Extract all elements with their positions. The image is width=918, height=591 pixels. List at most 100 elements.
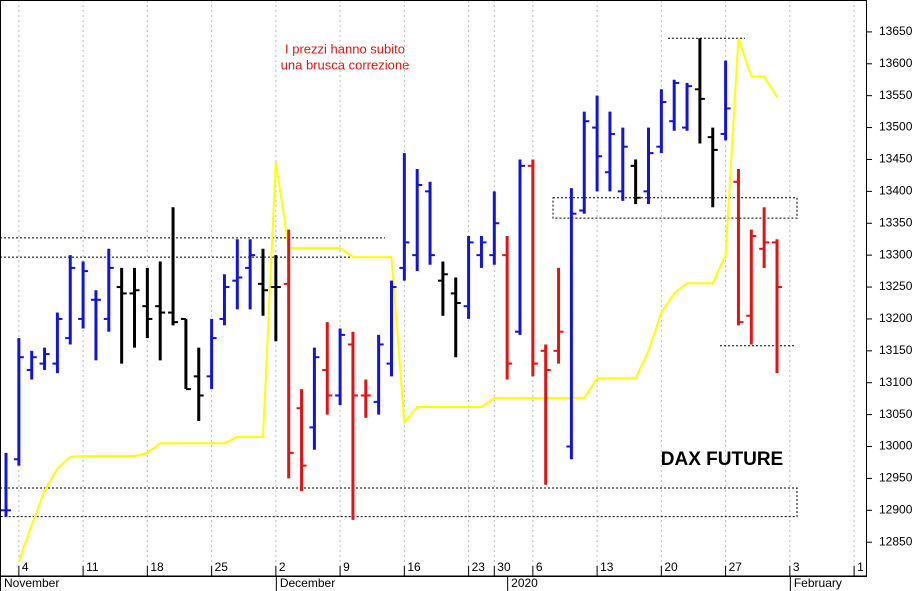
ohlc-bar — [476, 236, 487, 268]
x-tick-label: 23 — [472, 560, 486, 574]
x-tick-label: 18 — [150, 560, 164, 574]
y-tick-label: 12950 — [879, 471, 913, 485]
ohlc-bar — [669, 79, 680, 131]
x-tick-label: 20 — [664, 560, 678, 574]
y-tick-label: 13400 — [879, 184, 913, 198]
chart-label: DAX FUTURE — [661, 449, 783, 470]
ohlc-bar — [26, 350, 37, 380]
ohlc-bar — [425, 181, 436, 265]
ohlc-bar — [566, 188, 577, 460]
x-tick-label: 27 — [729, 560, 743, 574]
ohlc-bar — [617, 127, 628, 201]
ohlc-bar — [412, 169, 423, 272]
ohlc-bar — [335, 328, 346, 406]
y-tick-label: 13000 — [879, 439, 913, 453]
ohlc-bar — [707, 127, 718, 208]
ohlc-bar — [720, 60, 731, 141]
x-tick-label: 3 — [793, 560, 800, 574]
ohlc-bar — [527, 159, 538, 377]
ohlc-bar — [232, 239, 243, 310]
ohlc-bar — [65, 255, 76, 345]
ohlc-bar — [39, 347, 50, 370]
ohlc-bar — [656, 89, 667, 154]
indicator-line — [17, 37, 778, 562]
y-tick-label: 13300 — [879, 247, 913, 261]
y-tick-label: 13100 — [879, 375, 913, 389]
ohlc-bar — [206, 318, 217, 390]
ohlc-bar — [540, 344, 551, 485]
ohlc-bar — [643, 127, 654, 205]
ohlc-bar — [129, 267, 140, 348]
month-label: February — [794, 576, 842, 590]
annotation: I prezzi hanno subito — [285, 41, 405, 56]
x-tick-label: 30 — [497, 560, 511, 574]
ohlc-bar — [13, 338, 24, 466]
y-tick-label: 13500 — [879, 120, 913, 134]
ohlc-bar — [373, 334, 384, 415]
y-tick-label: 13200 — [879, 311, 913, 325]
ohlc-bar — [682, 82, 693, 131]
ohlc-bar — [168, 207, 179, 326]
x-tick-label: 4 — [22, 560, 29, 574]
ohlc-bar — [180, 317, 191, 391]
support-zone — [0, 487, 798, 518]
month-label: 2020 — [511, 576, 538, 590]
ohlc-bar — [450, 277, 461, 358]
y-tick-label: 13350 — [879, 215, 913, 229]
ohlc-bar — [746, 229, 757, 345]
x-tick-label: 16 — [407, 560, 421, 574]
ohlc-bar — [258, 248, 268, 316]
ohlc-bar — [604, 111, 615, 192]
ohlc-bar — [219, 274, 230, 326]
ohlc-bar — [283, 229, 294, 479]
ohlc-bar — [759, 207, 770, 268]
ohlc-bar — [733, 169, 744, 326]
x-tick-label: 11 — [86, 560, 99, 574]
ohlc-bar — [103, 248, 114, 332]
y-tick-label: 13650 — [879, 24, 913, 38]
ohlc-bar — [245, 239, 256, 310]
ohlc-bar — [553, 267, 564, 364]
ohlc-bar — [694, 38, 705, 144]
y-tick-label: 12850 — [879, 534, 913, 548]
ohlc-bar — [90, 290, 101, 361]
ohlc-bar — [322, 322, 333, 415]
ohlc-bar — [296, 389, 307, 492]
ohlc-bar — [142, 267, 153, 339]
x-tick-label: 6 — [536, 560, 543, 574]
ohlc-bar — [399, 153, 410, 281]
y-tick-label: 13150 — [879, 343, 913, 357]
ohlc-bar — [52, 312, 63, 374]
ohlc-bar — [116, 267, 127, 364]
x-tick-label: 1 — [857, 560, 864, 574]
y-tick-label: 12900 — [879, 502, 913, 516]
ohlc-bar — [360, 379, 371, 418]
ohlc-bar — [772, 239, 782, 374]
month-label: November — [4, 576, 59, 590]
y-tick-label: 13600 — [879, 56, 913, 70]
x-tick-label: 25 — [215, 560, 229, 574]
x-tick-label: 13 — [600, 560, 614, 574]
ohlc-bar — [463, 236, 474, 319]
x-tick-label: 9 — [343, 560, 350, 574]
ohlc-bar — [309, 347, 320, 450]
month-label: December — [280, 576, 335, 590]
y-tick-label: 13450 — [879, 152, 913, 166]
ohlc-bar — [1, 452, 11, 517]
ohlc-bar — [437, 261, 448, 316]
ohlc-bar — [630, 159, 641, 205]
y-tick-label: 13550 — [879, 88, 913, 102]
ohlc-bar — [347, 331, 358, 520]
ohlc-bar — [193, 347, 204, 421]
ohlc-bar — [502, 236, 513, 380]
plot-area — [0, 0, 855, 576]
y-tick-label: 13250 — [879, 279, 913, 293]
x-tick-label: 2 — [279, 560, 286, 574]
ohlc-bar — [155, 261, 166, 361]
ohlc-bar — [489, 191, 500, 265]
annotation: una brusca correzione — [281, 57, 410, 72]
ohlc-bar — [579, 111, 590, 214]
ohlc-bar — [592, 95, 603, 192]
y-tick-label: 13050 — [879, 407, 913, 421]
